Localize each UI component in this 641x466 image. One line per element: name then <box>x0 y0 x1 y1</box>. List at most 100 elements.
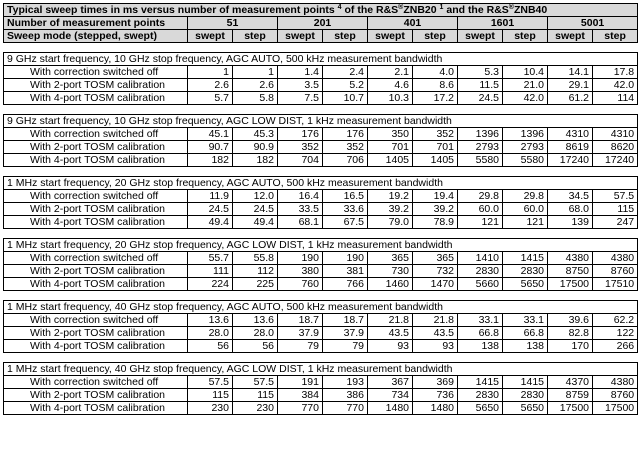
table-row: With 4-port TOSM calibration 230 230 770 770… <box>3 401 639 415</box>
value-cell: 79 <box>322 339 368 353</box>
spacer-cell <box>3 104 638 115</box>
value-cell: 17510 <box>591 277 639 291</box>
row-label: With 4-port TOSM calibration <box>3 153 188 167</box>
row-label: With 2-port TOSM calibration <box>3 388 188 402</box>
value-cell: 4310 <box>591 127 639 141</box>
value-cell: 350 <box>367 127 413 141</box>
section-title: 1 MHz start frequency, 40 GHz stop frequ… <box>2 300 639 314</box>
table-row: With correction switched off 45.1 45.3 176 1… <box>3 127 639 141</box>
row-label: With correction switched off <box>3 65 188 79</box>
table-row: With 2-port TOSM calibration 115 115 384 386… <box>3 388 639 402</box>
row-label: With 2-port TOSM calibration <box>3 140 188 154</box>
value-cell: 78.9 <box>412 215 458 229</box>
value-cell: 766 <box>322 277 368 291</box>
value-cell: 90.9 <box>232 140 278 154</box>
mode-header-cell: swept <box>277 29 323 43</box>
value-cell: 114 <box>591 91 639 105</box>
mode-header-cell: swept <box>187 29 233 43</box>
value-cell: 24.5 <box>232 202 278 216</box>
value-cell: 90.7 <box>187 140 233 154</box>
value-cell: 24.5 <box>457 91 503 105</box>
value-cell: 19.4 <box>412 189 458 203</box>
value-cell: 176 <box>322 127 368 141</box>
value-cell: 1480 <box>367 401 413 415</box>
row-label: With 2-port TOSM calibration <box>3 264 188 278</box>
mode-header-cell: step <box>502 29 548 43</box>
value-cell: 266 <box>591 339 639 353</box>
value-cell: 16.5 <box>322 189 368 203</box>
mode-header-cell: step <box>591 29 639 43</box>
section-title: 1 MHz start frequency, 20 GHz stop frequ… <box>2 176 639 190</box>
value-cell: 1396 <box>457 127 503 141</box>
value-cell: 33.1 <box>502 313 548 327</box>
value-cell: 28.0 <box>232 326 278 340</box>
value-cell: 121 <box>502 215 548 229</box>
section-title: 9 GHz start frequency, 10 GHz stop frequ… <box>2 114 639 128</box>
value-cell: 734 <box>367 388 413 402</box>
value-cell: 55.8 <box>232 251 278 265</box>
registered-mark: ® <box>398 4 404 12</box>
table-row: With 4-port TOSM calibration 5.7 5.8 7.5 10.… <box>3 91 639 105</box>
value-cell: 380 <box>277 264 323 278</box>
value-cell: 112 <box>232 264 278 278</box>
value-cell: 39.2 <box>367 202 413 216</box>
value-cell: 57.5 <box>591 189 639 203</box>
value-cell: 45.3 <box>232 127 278 141</box>
value-cell: 1405 <box>367 153 413 167</box>
value-cell: 11.5 <box>457 78 503 92</box>
value-cell: 139 <box>547 215 593 229</box>
points-label: Number of measurement points <box>3 16 188 30</box>
value-cell: 704 <box>277 153 323 167</box>
points-header-cell: 401 <box>367 16 458 30</box>
value-cell: 352 <box>277 140 323 154</box>
value-cell: 352 <box>412 127 458 141</box>
value-cell: 5580 <box>457 153 503 167</box>
value-cell: 2.1 <box>367 65 413 79</box>
section-title: 1 MHz start frequency, 40 GHz stop frequ… <box>2 362 639 376</box>
value-cell: 17.8 <box>591 65 639 79</box>
section-title: 1 MHz start frequency, 20 GHz stop frequ… <box>2 238 639 252</box>
row-label: With 2-port TOSM calibration <box>3 78 188 92</box>
row-label: With correction switched off <box>3 375 188 389</box>
value-cell: 39.6 <box>547 313 593 327</box>
section-spacer <box>3 352 638 363</box>
title-footnote-4: 4 <box>337 4 342 12</box>
value-cell: 17500 <box>547 277 593 291</box>
points-header-cell: 1601 <box>457 16 548 30</box>
value-cell: 115 <box>232 388 278 402</box>
value-cell: 115 <box>591 202 639 216</box>
value-cell: 66.8 <box>457 326 503 340</box>
table-row: With 2-port TOSM calibration 2.6 2.6 3.5 5.2… <box>3 78 639 92</box>
value-cell: 138 <box>457 339 503 353</box>
value-cell: 115 <box>187 388 233 402</box>
value-cell: 33.1 <box>457 313 503 327</box>
value-cell: 225 <box>232 277 278 291</box>
value-cell: 60.0 <box>457 202 503 216</box>
value-cell: 79 <box>277 339 323 353</box>
value-cell: 37.9 <box>277 326 323 340</box>
value-cell: 4.6 <box>367 78 413 92</box>
value-cell: 5650 <box>457 401 503 415</box>
value-cell: 367 <box>367 375 413 389</box>
value-cell: 4380 <box>547 251 593 265</box>
value-cell: 1410 <box>457 251 503 265</box>
value-cell: 29.1 <box>547 78 593 92</box>
mode-header-cell: step <box>412 29 458 43</box>
value-cell: 18.7 <box>277 313 323 327</box>
value-cell: 230 <box>232 401 278 415</box>
table-row: With correction switched off 13.6 13.6 18.7… <box>3 313 639 327</box>
value-cell: 8759 <box>547 388 593 402</box>
sweep-time-document: Typical sweep times in ms versus number … <box>2 3 639 415</box>
sweep-time-table: Typical sweep times in ms versus number … <box>2 3 639 415</box>
value-cell: 29.8 <box>502 189 548 203</box>
section-title-row: 9 GHz start frequency, 10 GHz stop frequ… <box>2 52 639 66</box>
value-cell: 732 <box>412 264 458 278</box>
value-cell: 4.0 <box>412 65 458 79</box>
points-header-row: Number of measurement points 51 201 401 160… <box>3 16 639 30</box>
section-title: 9 GHz start frequency, 10 GHz stop frequ… <box>2 52 639 66</box>
value-cell: 1480 <box>412 401 458 415</box>
value-cell: 11.9 <box>187 189 233 203</box>
table-row: With 2-port TOSM calibration 24.5 24.5 33.5… <box>3 202 639 216</box>
value-cell: 93 <box>412 339 458 353</box>
mode-header-cell: step <box>232 29 278 43</box>
